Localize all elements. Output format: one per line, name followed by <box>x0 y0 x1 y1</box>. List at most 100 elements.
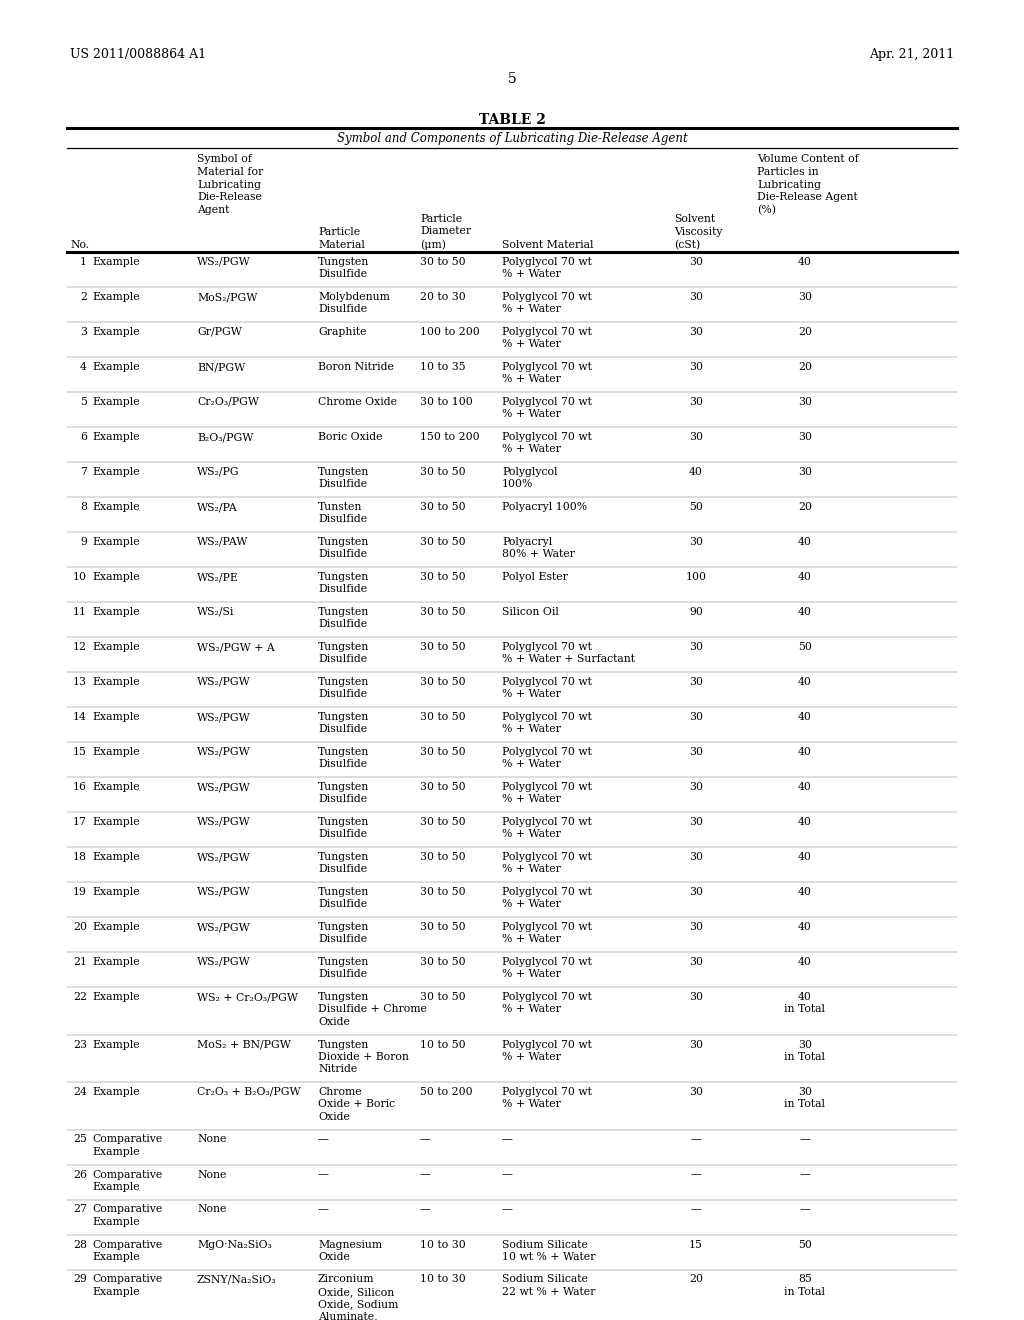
Text: 40
in Total: 40 in Total <box>784 993 825 1014</box>
Text: Volume Content of
Particles in
Lubricating
Die-Release Agent
(%): Volume Content of Particles in Lubricati… <box>757 154 859 215</box>
Text: Tungsten
Disulfide: Tungsten Disulfide <box>318 747 370 770</box>
Text: 30 to 50: 30 to 50 <box>420 817 466 828</box>
Text: Tungsten
Disulfide: Tungsten Disulfide <box>318 607 370 630</box>
Text: 30 to 50: 30 to 50 <box>420 887 466 898</box>
Text: WS₂/PGW + A: WS₂/PGW + A <box>197 642 274 652</box>
Text: Example: Example <box>92 677 139 686</box>
Text: —: — <box>420 1134 431 1144</box>
Text: 30: 30 <box>689 677 703 686</box>
Text: 30 to 50: 30 to 50 <box>420 851 466 862</box>
Text: 40: 40 <box>798 711 812 722</box>
Text: 29: 29 <box>73 1275 87 1284</box>
Text: Example: Example <box>92 537 139 546</box>
Text: 30 to 50: 30 to 50 <box>420 957 466 968</box>
Text: Example: Example <box>92 292 139 302</box>
Text: Sodium Silicate
10 wt % + Water: Sodium Silicate 10 wt % + Water <box>502 1239 595 1262</box>
Text: Comparative
Example: Comparative Example <box>92 1134 162 1156</box>
Text: Tungsten
Dioxide + Boron
Nitride: Tungsten Dioxide + Boron Nitride <box>318 1040 409 1074</box>
Text: 30: 30 <box>689 957 703 968</box>
Text: Example: Example <box>92 887 139 898</box>
Text: 1: 1 <box>80 257 87 267</box>
Text: 150 to 200: 150 to 200 <box>420 432 479 442</box>
Text: —: — <box>420 1204 431 1214</box>
Text: 40: 40 <box>798 887 812 898</box>
Text: WS₂ + Cr₂O₃/PGW: WS₂ + Cr₂O₃/PGW <box>197 993 298 1002</box>
Text: 30 to 50: 30 to 50 <box>420 502 466 512</box>
Text: Molybdenum
Disulfide: Molybdenum Disulfide <box>318 292 390 314</box>
Text: 30: 30 <box>798 432 812 442</box>
Text: 30
in Total: 30 in Total <box>784 1040 825 1061</box>
Text: 30: 30 <box>689 432 703 442</box>
Text: 5: 5 <box>508 73 516 86</box>
Text: 20: 20 <box>798 362 812 372</box>
Text: Polyglycol 70 wt
% + Water: Polyglycol 70 wt % + Water <box>502 362 592 384</box>
Text: 10 to 30: 10 to 30 <box>420 1275 466 1284</box>
Text: 19: 19 <box>73 887 87 898</box>
Text: 30 to 50: 30 to 50 <box>420 993 466 1002</box>
Text: Example: Example <box>92 1086 139 1097</box>
Text: 40: 40 <box>798 781 812 792</box>
Text: 30: 30 <box>689 1040 703 1049</box>
Text: WS₂/Si: WS₂/Si <box>197 607 234 616</box>
Text: 100: 100 <box>685 572 707 582</box>
Text: 30 to 50: 30 to 50 <box>420 677 466 686</box>
Text: 30: 30 <box>689 993 703 1002</box>
Text: Polyacryl 100%: Polyacryl 100% <box>502 502 587 512</box>
Text: Comparative
Example: Comparative Example <box>92 1204 162 1226</box>
Text: Example: Example <box>92 397 139 407</box>
Text: 30: 30 <box>689 537 703 546</box>
Text: Boron Nitride: Boron Nitride <box>318 362 394 372</box>
Text: —: — <box>420 1170 431 1180</box>
Text: 30 to 100: 30 to 100 <box>420 397 473 407</box>
Text: 7: 7 <box>80 467 87 477</box>
Text: 8: 8 <box>80 502 87 512</box>
Text: Zirconium
Oxide, Silicon
Oxide, Sodium
Aluminate,
Yttria: Zirconium Oxide, Silicon Oxide, Sodium A… <box>318 1275 398 1320</box>
Text: 50: 50 <box>689 502 702 512</box>
Text: 30 to 50: 30 to 50 <box>420 607 466 616</box>
Text: 30 to 50: 30 to 50 <box>420 781 466 792</box>
Text: 10 to 50: 10 to 50 <box>420 1040 466 1049</box>
Text: 40: 40 <box>798 851 812 862</box>
Text: Gr/PGW: Gr/PGW <box>197 327 242 337</box>
Text: 27: 27 <box>73 1204 87 1214</box>
Text: WS₂/PGW: WS₂/PGW <box>197 677 251 686</box>
Text: Polyglycol 70 wt
% + Water: Polyglycol 70 wt % + Water <box>502 887 592 909</box>
Text: Polyglycol 70 wt
% + Water: Polyglycol 70 wt % + Water <box>502 1040 592 1061</box>
Text: —: — <box>318 1170 329 1180</box>
Text: 20: 20 <box>798 502 812 512</box>
Text: 15: 15 <box>689 1239 702 1250</box>
Text: 40: 40 <box>689 467 702 477</box>
Text: WS₂/PA: WS₂/PA <box>197 502 238 512</box>
Text: 23: 23 <box>73 1040 87 1049</box>
Text: WS₂/PGW: WS₂/PGW <box>197 257 251 267</box>
Text: Example: Example <box>92 781 139 792</box>
Text: Example: Example <box>92 993 139 1002</box>
Text: Apr. 21, 2011: Apr. 21, 2011 <box>868 48 954 61</box>
Text: Polyglycol 70 wt
% + Water: Polyglycol 70 wt % + Water <box>502 957 592 979</box>
Text: Polyglycol 70 wt
% + Water: Polyglycol 70 wt % + Water <box>502 851 592 874</box>
Text: 30: 30 <box>689 887 703 898</box>
Text: Example: Example <box>92 817 139 828</box>
Text: WS₂/PG: WS₂/PG <box>197 467 240 477</box>
Text: 17: 17 <box>73 817 87 828</box>
Text: Tungsten
Disulfide: Tungsten Disulfide <box>318 817 370 840</box>
Text: —: — <box>318 1204 329 1214</box>
Text: None: None <box>197 1170 226 1180</box>
Text: 40: 40 <box>798 572 812 582</box>
Text: 24: 24 <box>73 1086 87 1097</box>
Text: Example: Example <box>92 607 139 616</box>
Text: Polyglycol 70 wt
% + Water + Surfactant: Polyglycol 70 wt % + Water + Surfactant <box>502 642 635 664</box>
Text: Polyglycol 70 wt
% + Water: Polyglycol 70 wt % + Water <box>502 711 592 734</box>
Text: Tungsten
Disulfide: Tungsten Disulfide <box>318 921 370 944</box>
Text: Boric Oxide: Boric Oxide <box>318 432 383 442</box>
Text: WS₂/PGW: WS₂/PGW <box>197 851 251 862</box>
Text: 21: 21 <box>73 957 87 968</box>
Text: None: None <box>197 1134 226 1144</box>
Text: Sodium Silicate
22 wt % + Water: Sodium Silicate 22 wt % + Water <box>502 1275 595 1296</box>
Text: 40: 40 <box>798 677 812 686</box>
Text: None: None <box>197 1204 226 1214</box>
Text: Symbol and Components of Lubricating Die-Release Agent: Symbol and Components of Lubricating Die… <box>337 132 687 145</box>
Text: Polyglycol 70 wt
% + Water: Polyglycol 70 wt % + Water <box>502 921 592 944</box>
Text: WS₂/PGW: WS₂/PGW <box>197 887 251 898</box>
Text: —: — <box>502 1204 513 1214</box>
